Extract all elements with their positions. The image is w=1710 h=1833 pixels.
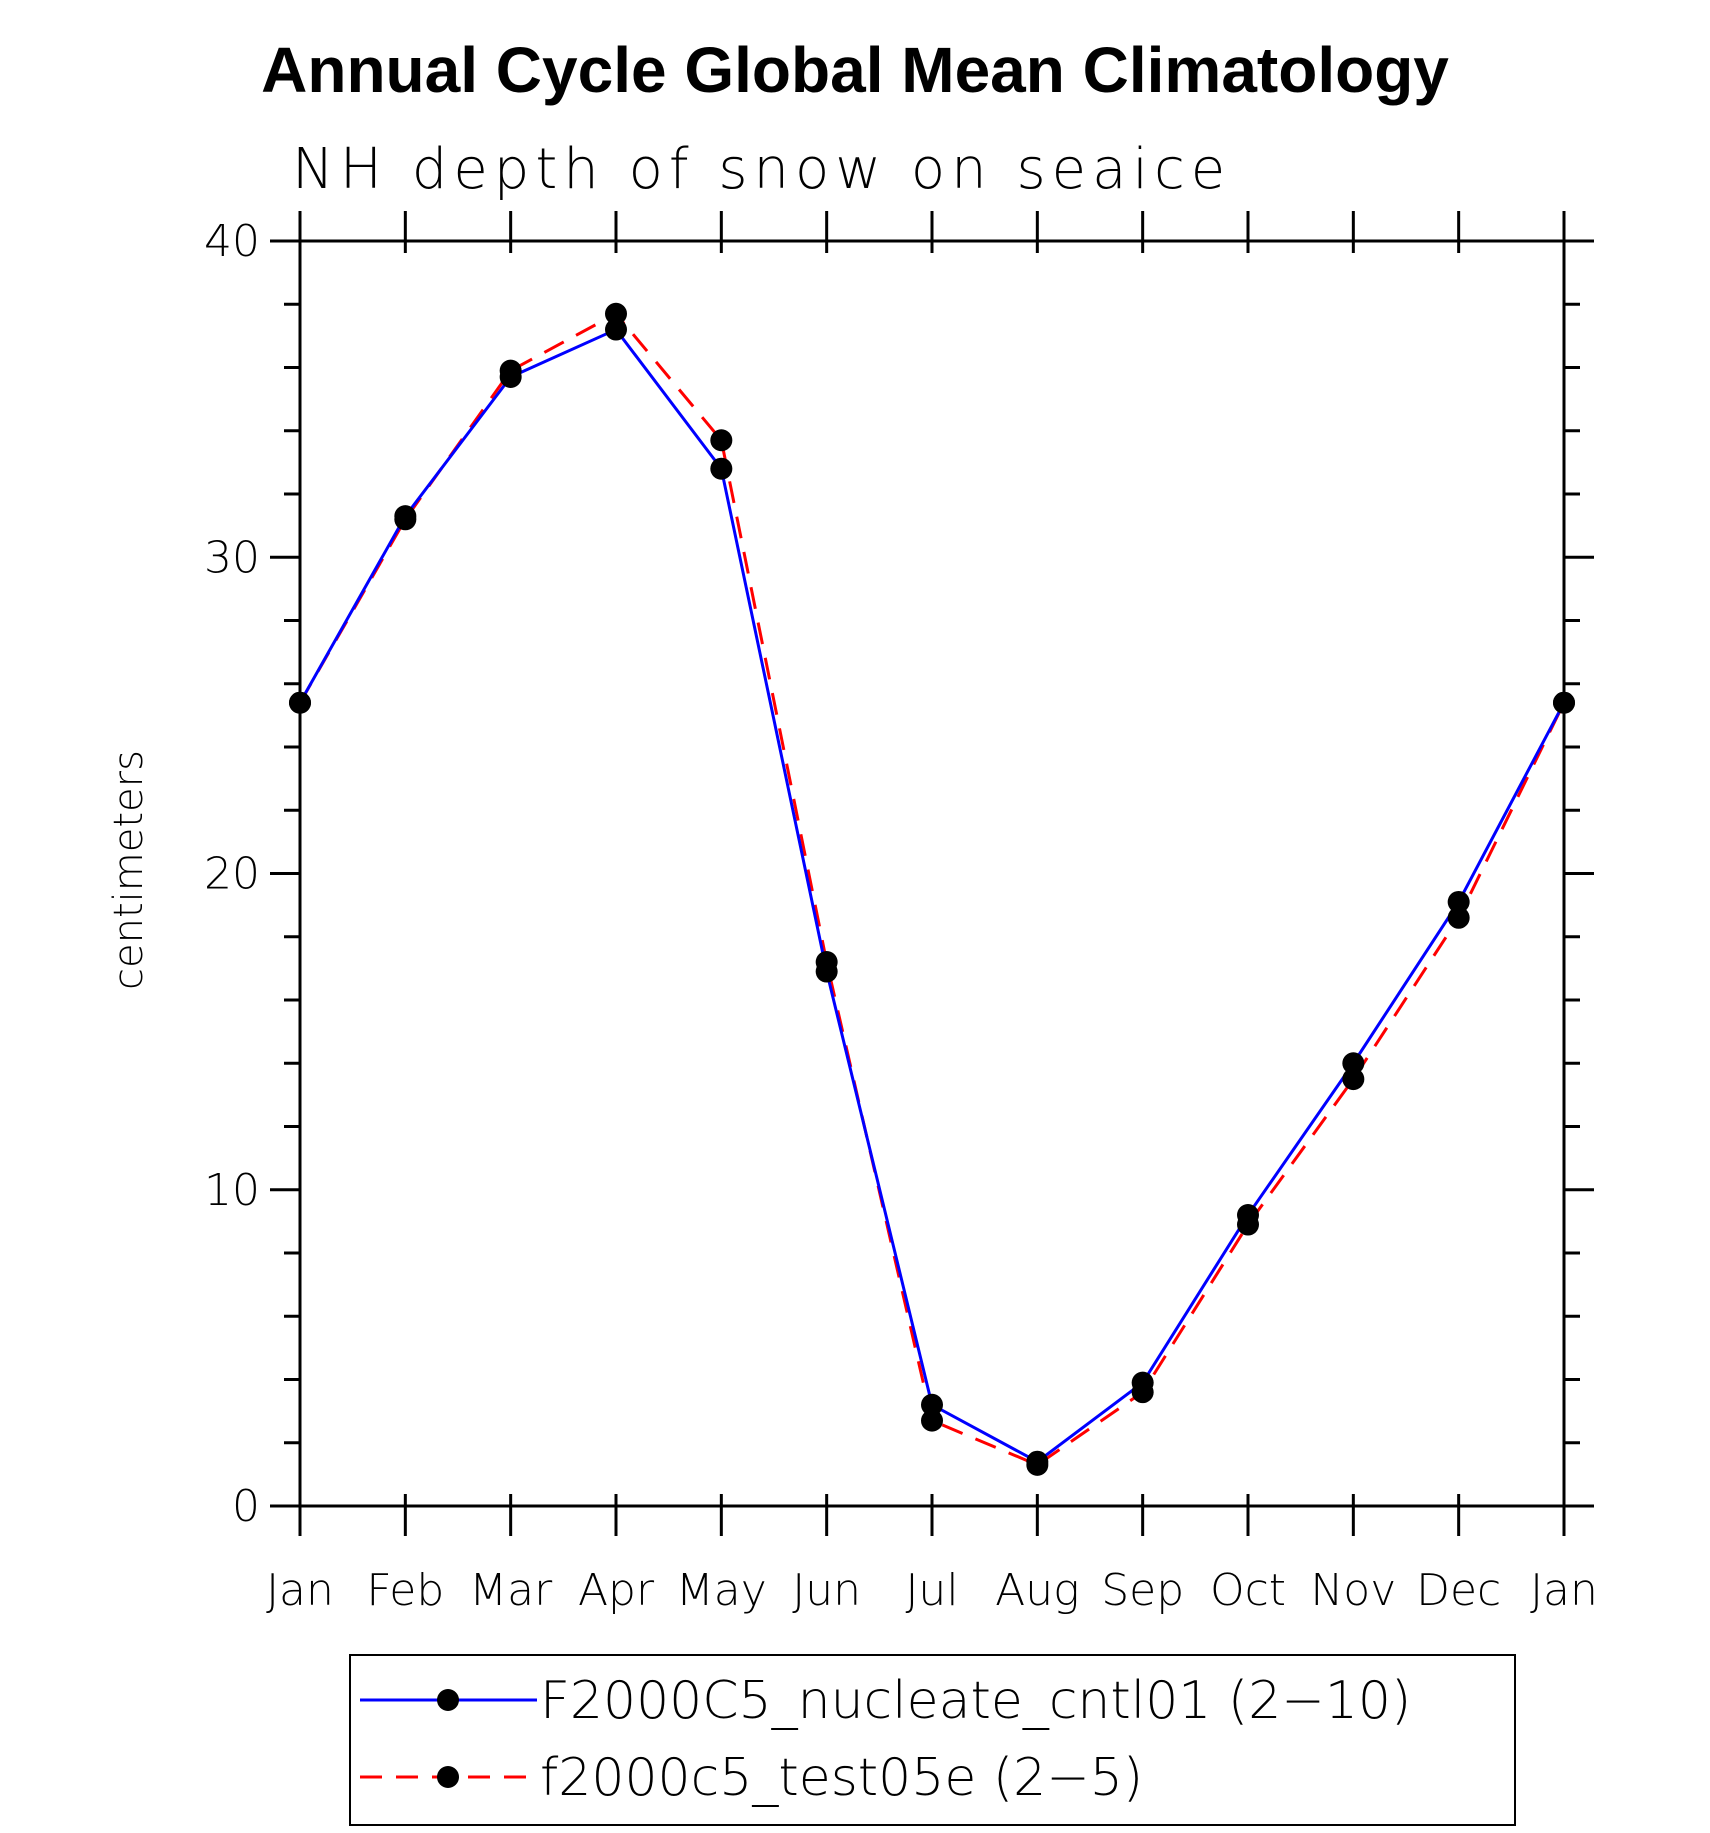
y-tick-label: 30 (204, 532, 260, 583)
data-point (394, 508, 417, 531)
data-point (710, 429, 733, 452)
x-tick-label: Jan (266, 1565, 334, 1616)
series-layer (289, 302, 1575, 1476)
series-line (298, 327, 1566, 1464)
series-line (298, 311, 1566, 1467)
legend-label: f2000c5_test05e (2−5) (540, 1748, 1143, 1808)
x-tick-label: Apr (578, 1565, 655, 1616)
data-point (1447, 906, 1470, 929)
x-tick-label: Feb (366, 1565, 444, 1616)
data-point (1237, 1213, 1259, 1236)
x-tick-label: Jun (792, 1565, 861, 1616)
y-axis-label: centimeters (106, 750, 152, 990)
data-point (1342, 1068, 1365, 1091)
x-tick-labels: Jan Feb Mar Apr May Jun Jul Aug Sep Oct Nov Dec Jan (266, 1565, 1598, 1616)
y-tick-label: 20 (204, 849, 260, 900)
x-tick-label: May (676, 1565, 767, 1616)
x-tick-label: Dec (1416, 1565, 1501, 1616)
data-point (1342, 1052, 1365, 1075)
data-point (605, 318, 627, 341)
x-tick-label: Nov (1310, 1565, 1396, 1616)
legend-marker (437, 1766, 459, 1788)
data-point (710, 457, 733, 480)
legend-box (349, 1654, 1516, 1826)
data-point (1026, 1453, 1049, 1476)
x-tick-label: Aug (995, 1565, 1079, 1616)
axis-ticks (270, 211, 1594, 1536)
plot-frame (298, 239, 1566, 1508)
data-point (1553, 691, 1575, 714)
data-point (289, 691, 311, 714)
x-tick-label: Jan (1530, 1565, 1598, 1616)
data-point (815, 951, 838, 974)
data-point (921, 1393, 943, 1416)
chart-title: Annual Cycle Global Mean Climatology (261, 34, 1449, 106)
y-tick-label: 40 (204, 216, 260, 267)
data-point (1447, 890, 1470, 913)
x-tick-label: Oct (1210, 1565, 1286, 1616)
y-tick-label: 0 (232, 1481, 260, 1532)
x-tick-label: Sep (1101, 1565, 1184, 1616)
x-tick-label: Mar (469, 1565, 553, 1616)
legend: F2000C5_nucleate_cntl01 (2−10) f2000c5_te… (360, 1671, 1411, 1808)
x-tick-label: Jul (905, 1565, 958, 1616)
data-point (499, 359, 522, 382)
legend-marker (437, 1689, 459, 1711)
data-point (921, 1409, 943, 1432)
data-point (1131, 1381, 1154, 1404)
y-tick-label: 10 (204, 1165, 260, 1216)
chart-subtitle: NH depth of snow on seaice (292, 137, 1231, 202)
data-point (605, 302, 627, 325)
legend-label: F2000C5_nucleate_cntl01 (2−10) (540, 1671, 1411, 1731)
y-tick-labels: 0 10 20 30 40 (204, 216, 260, 1532)
